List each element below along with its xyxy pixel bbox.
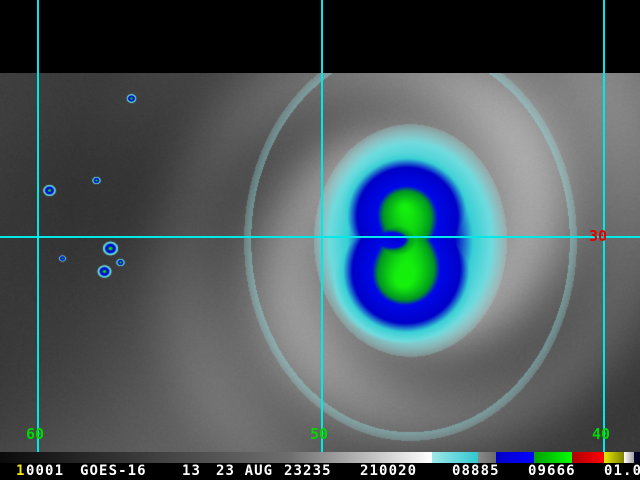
julian-day: 23235 [284,463,332,479]
line-coordinate: 08885 [452,463,500,479]
meridian-line-60 [37,0,39,452]
color-bar-segment-dark-tail [634,452,640,463]
color-bar-segment-cyan-band [432,452,478,463]
resolution-value: 01.00 [604,463,640,479]
satellite-raster[interactable] [0,73,640,452]
meridian-label-50: 50 [310,425,329,443]
satellite-image-area[interactable] [0,73,640,452]
image-number: 0001 [26,463,65,479]
parallel-label-30: 30 [589,227,608,245]
frame-marker: 1 [16,463,26,479]
meridian-label-60: 60 [26,425,45,443]
color-bar-segment-gray-gap [478,452,496,463]
parallel-line-30 [0,236,640,238]
color-bar-segment-green-band [534,452,572,463]
color-bar-segment-gray-ramp-light [290,452,432,463]
color-bar-segment-yellow-band [604,452,624,463]
day-of-month: 13 [182,463,202,479]
satellite-name: GOES-16 [80,463,147,479]
color-bar-segment-gray-ramp-dark [0,452,290,463]
enhancement-color-bar[interactable] [0,452,640,463]
meridian-label-40: 40 [592,425,611,443]
status-bar: 1 0001 GOES-16 13 23 AUG 23235 210020 08… [0,463,640,480]
image-top-void [0,0,640,73]
meridian-line-50 [321,0,323,452]
color-bar-segment-red-band [572,452,604,463]
color-bar-segment-white-band [624,452,634,463]
date-label: 23 AUG [216,463,274,479]
color-bar-segment-blue-band [496,452,534,463]
meridian-line-40 [603,0,605,452]
element-coordinate: 09666 [528,463,576,479]
time-utc: 210020 [360,463,418,479]
